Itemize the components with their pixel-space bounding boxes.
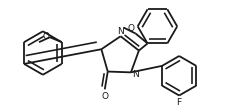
Text: N: N	[132, 70, 139, 79]
Text: O: O	[101, 92, 108, 101]
Text: O: O	[42, 32, 49, 41]
Text: O: O	[127, 24, 134, 33]
Text: N: N	[117, 27, 124, 36]
Text: F: F	[176, 98, 181, 107]
